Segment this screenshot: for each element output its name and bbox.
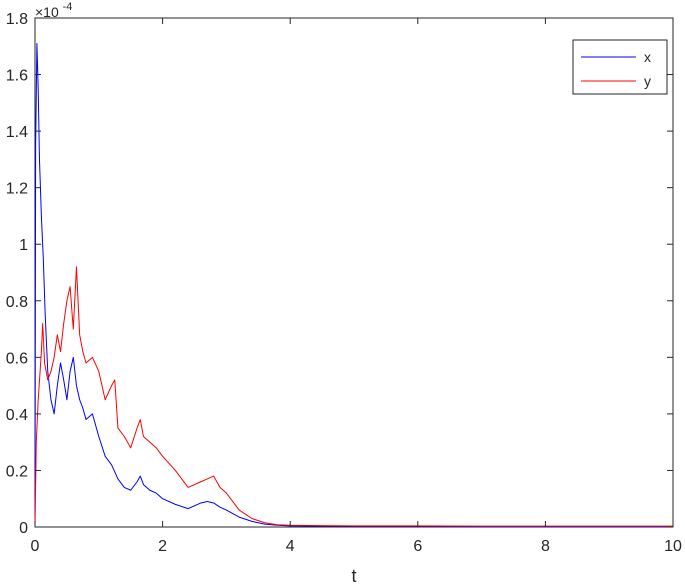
y-tick-label: 0.2 [6, 463, 28, 480]
legend-label-y: y [644, 73, 651, 89]
y-tick-label: 1.4 [6, 124, 28, 141]
y-tick-label: 1.8 [6, 11, 28, 28]
x-tick-label: 8 [541, 538, 550, 555]
legend-box [572, 39, 668, 95]
series-layer [34, 42, 673, 528]
x-tick-label: 2 [158, 538, 167, 555]
y-tick-label: 0.4 [6, 407, 28, 424]
x-tick-label: 6 [413, 538, 422, 555]
legend-label-x: x [644, 49, 651, 65]
y-tick-label: 0.8 [6, 294, 28, 311]
y-axis-exponent-base: ×10 [35, 4, 59, 20]
legend: x y [572, 39, 668, 95]
ticks-layer: 0 2 4 6 8 10 0 0.2 0.4 0.6 0.8 1 1.2 1.4 1.6 1.8 [6, 11, 682, 555]
x-tick-label: 0 [31, 538, 40, 555]
y-tick-label: 1 [19, 237, 28, 254]
series-line-x [34, 42, 673, 528]
y-tick-label: 0.6 [6, 350, 28, 367]
y-tick-label: 1.6 [6, 68, 28, 85]
y-tick-label: 1.2 [6, 181, 28, 198]
x-tick-label: 4 [286, 538, 295, 555]
x-tick-label: 10 [664, 538, 682, 555]
y-tick-label: 0 [19, 520, 28, 537]
x-axis-label: t [351, 566, 356, 585]
y-axis-exponent-power: -4 [63, 1, 73, 13]
series-line-y [34, 266, 673, 528]
y-axis-exponent: ×10 -4 [35, 1, 72, 20]
